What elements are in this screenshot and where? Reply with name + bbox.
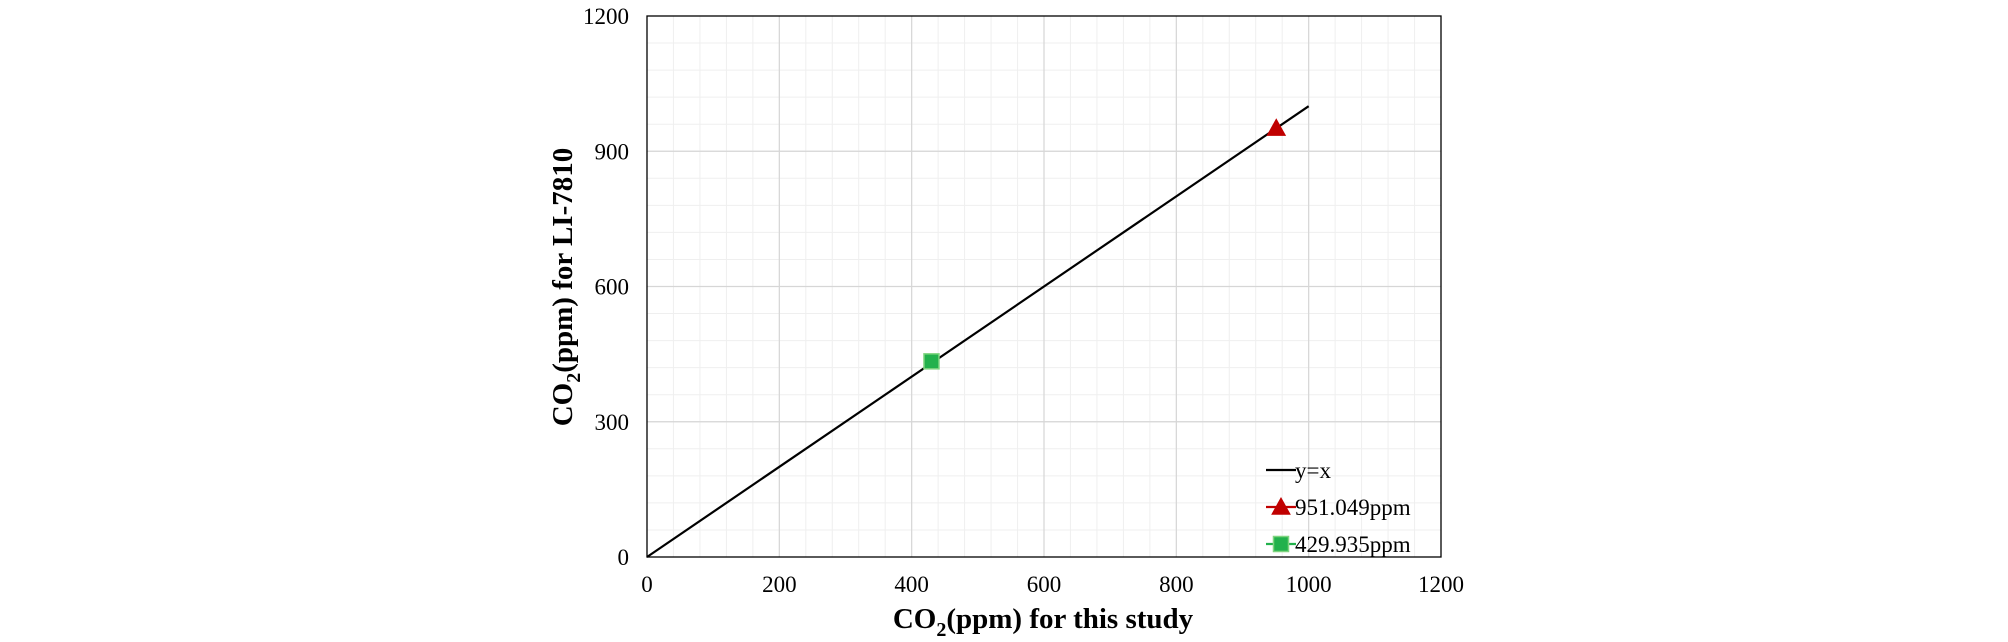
x-axis-title: CO2(ppm) for this study xyxy=(893,603,1194,641)
x-tick-label: 1200 xyxy=(1418,572,1464,597)
x-axis-tick-labels: 0 200 400 600 800 1000 1200 xyxy=(641,572,1464,597)
y-tick-label: 900 xyxy=(595,139,630,164)
y-axis-title: CO2(ppm) for LI-7810 xyxy=(547,148,585,427)
data-point-square xyxy=(923,353,940,370)
y-tick-label: 300 xyxy=(595,410,630,435)
legend: y=x 951.049ppm 429.935ppm xyxy=(1266,458,1411,557)
legend-label: 951.049ppm xyxy=(1295,495,1411,520)
plot-area-frame xyxy=(646,15,1442,558)
legend-label: 429.935ppm xyxy=(1295,532,1411,557)
legend-label: y=x xyxy=(1295,458,1331,483)
y-axis-tick-labels: 0 300 600 900 1200 xyxy=(583,4,629,570)
y-tick-label: 600 xyxy=(595,275,630,300)
x-tick-label: 200 xyxy=(762,572,797,597)
y-tick-label: 1200 xyxy=(583,4,629,29)
series-layer xyxy=(646,105,1310,558)
data-point-triangle xyxy=(1266,118,1287,136)
x-tick-label: 600 xyxy=(1027,572,1062,597)
x-tick-label: 800 xyxy=(1159,572,1194,597)
x-tick-label: 1000 xyxy=(1286,572,1332,597)
series-line-y-equals-x xyxy=(646,105,1310,558)
x-tick-label: 400 xyxy=(894,572,929,597)
y-tick-label: 0 xyxy=(618,545,630,570)
x-tick-label: 0 xyxy=(641,572,653,597)
legend-marker-square xyxy=(1272,535,1290,553)
legend-marker-triangle xyxy=(1271,496,1291,515)
